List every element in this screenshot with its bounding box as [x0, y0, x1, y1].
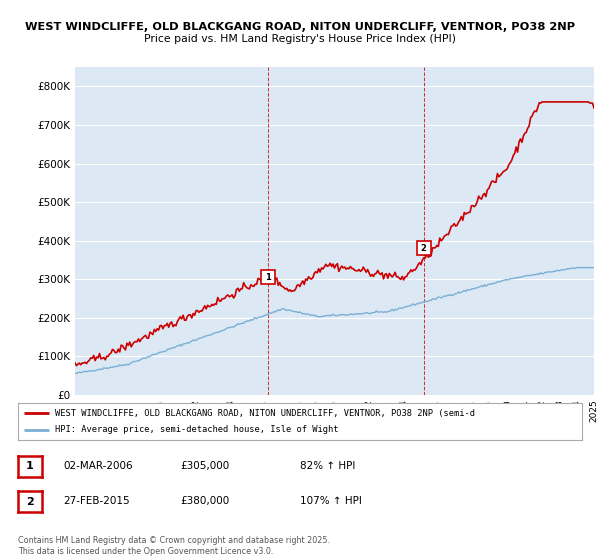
Text: 2: 2	[421, 244, 427, 253]
Text: HPI: Average price, semi-detached house, Isle of Wight: HPI: Average price, semi-detached house,…	[55, 425, 338, 434]
Text: 1: 1	[26, 461, 34, 472]
Text: 2: 2	[26, 497, 34, 507]
Text: WEST WINDCLIFFE, OLD BLACKGANG ROAD, NITON UNDERCLIFF, VENTNOR, PO38 2NP (semi-d: WEST WINDCLIFFE, OLD BLACKGANG ROAD, NIT…	[55, 409, 475, 418]
Text: £305,000: £305,000	[180, 461, 229, 471]
Text: 1: 1	[265, 273, 271, 282]
Text: 27-FEB-2015: 27-FEB-2015	[63, 496, 130, 506]
Text: Contains HM Land Registry data © Crown copyright and database right 2025.
This d: Contains HM Land Registry data © Crown c…	[18, 536, 330, 556]
Text: £380,000: £380,000	[180, 496, 229, 506]
Text: 02-MAR-2006: 02-MAR-2006	[63, 461, 133, 471]
Text: 82% ↑ HPI: 82% ↑ HPI	[300, 461, 355, 471]
Text: WEST WINDCLIFFE, OLD BLACKGANG ROAD, NITON UNDERCLIFF, VENTNOR, PO38 2NP: WEST WINDCLIFFE, OLD BLACKGANG ROAD, NIT…	[25, 22, 575, 32]
Text: 107% ↑ HPI: 107% ↑ HPI	[300, 496, 362, 506]
Text: Price paid vs. HM Land Registry's House Price Index (HPI): Price paid vs. HM Land Registry's House …	[144, 34, 456, 44]
